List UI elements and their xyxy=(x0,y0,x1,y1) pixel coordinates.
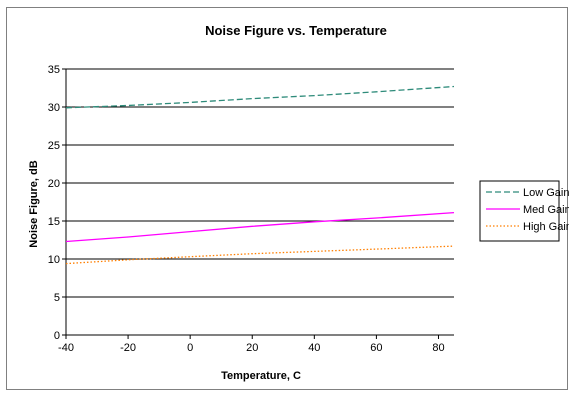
legend-label-low-gain: Low Gain xyxy=(523,187,569,199)
x-tick-label: -40 xyxy=(58,342,74,354)
series-line-med-gain xyxy=(65,211,455,243)
legend: Low Gain Med Gain High Gain xyxy=(479,180,569,242)
y-tick-label: 35 xyxy=(48,64,60,76)
chart-title: Noise Figure vs. Temperature xyxy=(205,23,387,38)
y-tick-label: 5 xyxy=(54,292,60,304)
chart-frame: Noise Figure vs. Temperature 0 5 10 15 20 25 3… xyxy=(6,7,569,390)
x-tick-label: 0 xyxy=(187,342,193,354)
legend-box xyxy=(479,180,560,242)
x-tick-label: 60 xyxy=(370,342,382,354)
y-tick-label: 30 xyxy=(48,102,60,114)
y-tick-label: 10 xyxy=(48,254,60,266)
y-axis-label: Noise Figure, dB xyxy=(28,160,40,247)
axes xyxy=(62,68,454,339)
x-tick-label: 40 xyxy=(308,342,320,354)
x-tick-label: 80 xyxy=(432,342,444,354)
legend-label-high-gain: High Gain xyxy=(523,221,569,233)
y-tick-label: 20 xyxy=(48,178,60,190)
x-axis-label: Temperature, C xyxy=(221,370,301,382)
y-tick-label: 25 xyxy=(48,140,60,152)
legend-label-med-gain: Med Gain xyxy=(523,204,569,216)
y-tick-label: 15 xyxy=(48,216,60,228)
y-tick-labels: 0 5 10 15 20 25 30 35 xyxy=(48,64,60,342)
x-tick-label: -20 xyxy=(120,342,136,354)
series-line-high-gain xyxy=(65,245,455,265)
x-tick-labels: -40 -20 0 20 40 60 80 xyxy=(58,342,445,354)
series-line-low-gain xyxy=(65,85,455,109)
x-tick-label: 20 xyxy=(246,342,258,354)
gridlines xyxy=(66,68,454,298)
noise-figure-chart: Noise Figure vs. Temperature 0 5 10 15 20 25 3… xyxy=(28,23,569,382)
y-tick-label: 0 xyxy=(54,330,60,342)
series-lines xyxy=(65,85,455,265)
